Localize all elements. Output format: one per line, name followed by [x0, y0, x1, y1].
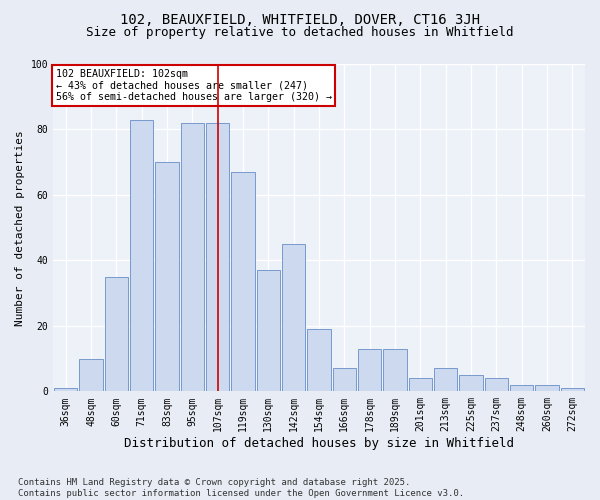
- Bar: [409, 378, 432, 392]
- Bar: [434, 368, 457, 392]
- Bar: [535, 385, 559, 392]
- Bar: [332, 368, 356, 392]
- Bar: [282, 244, 305, 392]
- Bar: [79, 358, 103, 392]
- Bar: [560, 388, 584, 392]
- Text: 102, BEAUXFIELD, WHITFIELD, DOVER, CT16 3JH: 102, BEAUXFIELD, WHITFIELD, DOVER, CT16 …: [120, 12, 480, 26]
- Bar: [485, 378, 508, 392]
- Text: Contains HM Land Registry data © Crown copyright and database right 2025.
Contai: Contains HM Land Registry data © Crown c…: [18, 478, 464, 498]
- X-axis label: Distribution of detached houses by size in Whitfield: Distribution of detached houses by size …: [124, 437, 514, 450]
- Text: Size of property relative to detached houses in Whitfield: Size of property relative to detached ho…: [86, 26, 514, 39]
- Bar: [155, 162, 179, 392]
- Bar: [383, 349, 407, 392]
- Bar: [105, 277, 128, 392]
- Bar: [358, 349, 382, 392]
- Bar: [130, 120, 154, 392]
- Bar: [257, 270, 280, 392]
- Bar: [460, 375, 482, 392]
- Y-axis label: Number of detached properties: Number of detached properties: [15, 130, 25, 326]
- Text: 102 BEAUXFIELD: 102sqm
← 43% of detached houses are smaller (247)
56% of semi-de: 102 BEAUXFIELD: 102sqm ← 43% of detached…: [56, 69, 332, 102]
- Bar: [307, 329, 331, 392]
- Bar: [232, 172, 254, 392]
- Bar: [206, 123, 229, 392]
- Bar: [510, 385, 533, 392]
- Bar: [54, 388, 77, 392]
- Bar: [181, 123, 204, 392]
